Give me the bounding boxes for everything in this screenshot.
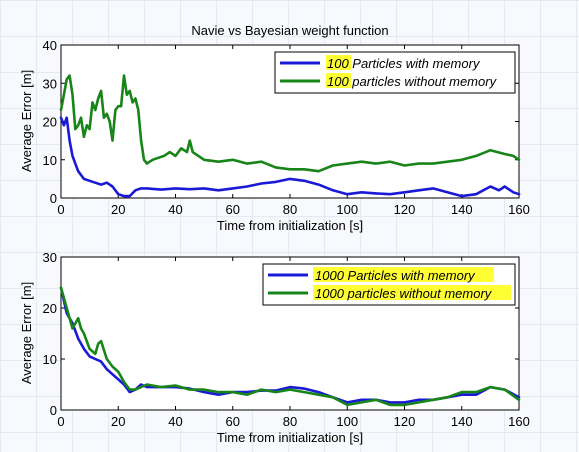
top-legend-label-1: 100 Particles with memory — [327, 56, 481, 71]
bottom-ticks: 0 20 40 60 80 100 120 140 160 0 10 20 30 — [43, 250, 530, 429]
bottom-x-tick-label: 140 — [451, 414, 473, 429]
bottom-legend: 1000 Particles with memory 1000 particle… — [262, 263, 516, 306]
top-legend: 100 Particles with memory 100 particles … — [274, 51, 516, 94]
top-y-axis-label: Average Error [m] — [19, 70, 34, 172]
bottom-x-tick-label: 60 — [226, 414, 240, 429]
chart-title: Navie vs Bayesian weight function — [191, 23, 388, 38]
bottom-legend-label-1: 1000 Particles with memory — [315, 268, 476, 283]
bottom-series-line-with-memory — [59, 286, 521, 404]
top-x-tick-label: 80 — [283, 202, 297, 217]
top-chart: 0 20 40 60 80 100 120 140 160 0 10 20 30 40 Time from… — [19, 38, 530, 233]
bottom-x-tick-label: 0 — [57, 414, 64, 429]
top-series-line-without-memory — [59, 74, 521, 173]
top-x-axis-label: Time from initialization [s] — [217, 218, 363, 233]
bottom-chart: 0 20 40 60 80 100 120 140 160 0 10 20 30 Time from i… — [19, 250, 530, 445]
top-x-tick-label: 60 — [226, 202, 240, 217]
bottom-legend-highlight-2 — [313, 285, 511, 300]
bottom-x-tick-label: 80 — [283, 414, 297, 429]
top-y-tick-label: 30 — [43, 76, 57, 91]
top-x-tick-label: 40 — [168, 202, 182, 217]
bottom-y-tick-label: 10 — [43, 352, 57, 367]
bottom-y-axis-label: Average Error [m] — [19, 282, 34, 384]
top-x-tick-label: 20 — [111, 202, 125, 217]
top-y-tick-label: 0 — [50, 191, 57, 206]
bottom-legend-highlight-1 — [313, 267, 494, 282]
bottom-y-tick-label: 0 — [50, 403, 57, 418]
top-y-tick-label: 20 — [43, 115, 57, 130]
bottom-x-tick-label: 40 — [168, 414, 182, 429]
top-x-tick-label: 120 — [394, 202, 416, 217]
bottom-legend-label-2: 1000 particles without memory — [315, 286, 493, 301]
bottom-x-tick-label: 160 — [508, 414, 530, 429]
top-x-tick-label: 140 — [451, 202, 473, 217]
top-legend-label-2: 100 particles without memory — [327, 74, 498, 89]
top-x-tick-label: 100 — [336, 202, 358, 217]
top-legend-highlight-2 — [326, 73, 351, 88]
top-legend-box — [274, 51, 516, 94]
bottom-series-line-without-memory — [59, 286, 521, 407]
top-ticks: 0 20 40 60 80 100 120 140 160 0 10 20 30 40 — [43, 38, 530, 217]
top-series-line-with-memory — [59, 116, 521, 198]
top-y-tick-label: 40 — [43, 38, 57, 53]
top-legend-highlight-1 — [326, 55, 351, 70]
bottom-x-tick-label: 120 — [394, 414, 416, 429]
top-y-tick-label: 10 — [43, 153, 57, 168]
bottom-y-tick-label: 30 — [43, 250, 57, 265]
top-series-lines — [59, 74, 521, 198]
top-x-tick-label: 160 — [508, 202, 530, 217]
bottom-x-axis-label: Time from initialization [s] — [217, 430, 363, 445]
bottom-y-tick-label: 20 — [43, 301, 57, 316]
bottom-x-tick-label: 100 — [336, 414, 358, 429]
bottom-series-lines — [59, 286, 521, 407]
bottom-x-tick-label: 20 — [111, 414, 125, 429]
top-x-tick-label: 0 — [57, 202, 64, 217]
